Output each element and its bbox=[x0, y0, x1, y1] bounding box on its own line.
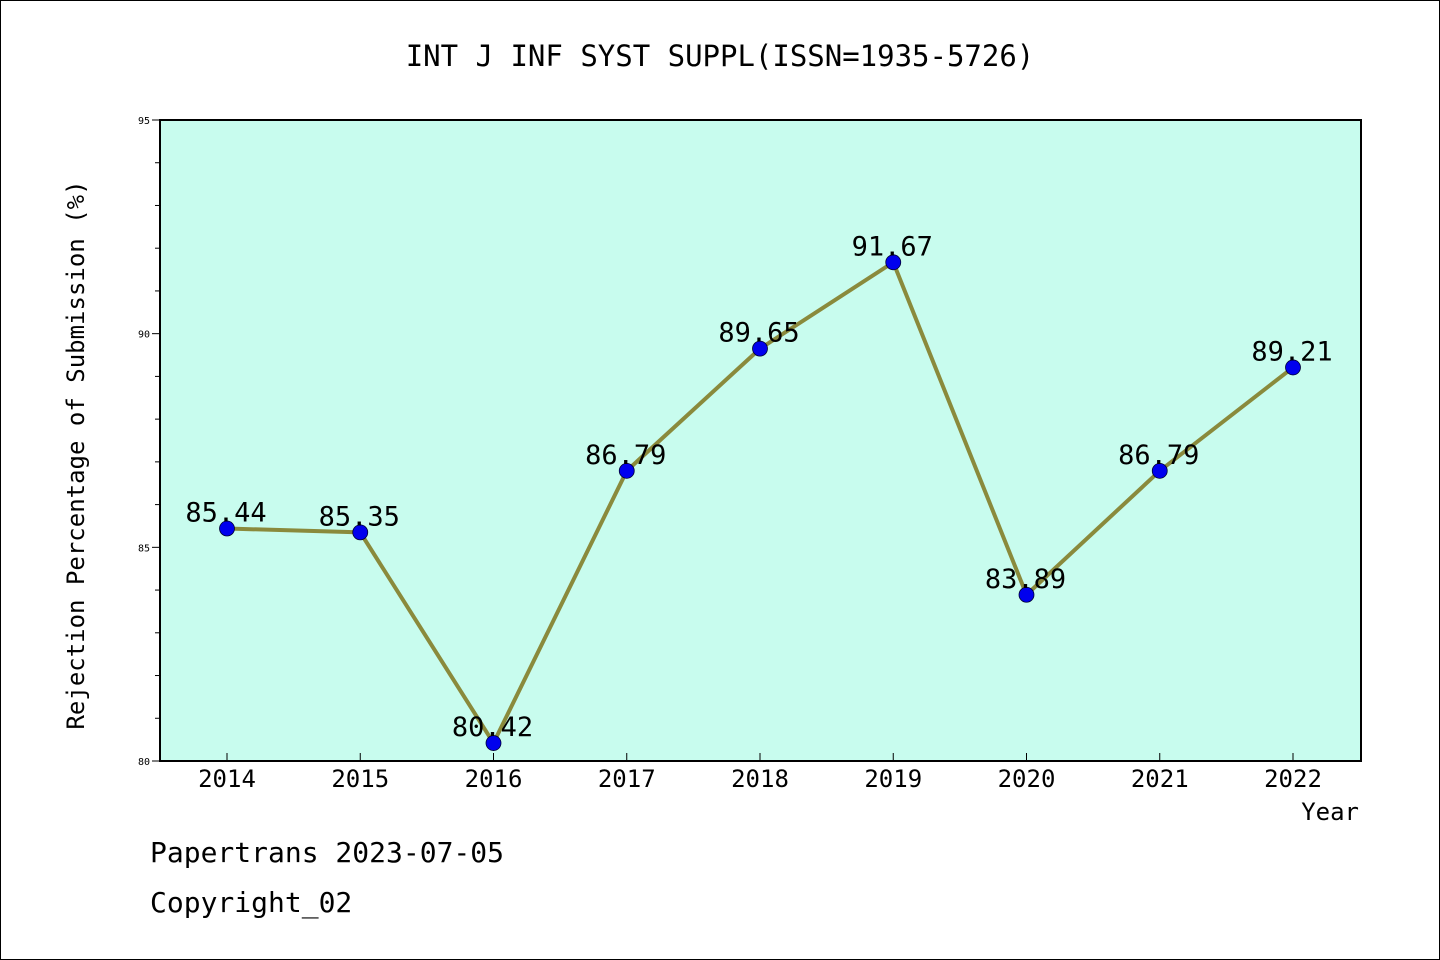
data-label: 86.79 bbox=[1118, 440, 1199, 471]
data-point bbox=[1151, 462, 1168, 479]
x-tick-label: 2019 bbox=[864, 765, 922, 793]
x-tick-label: 2015 bbox=[331, 765, 389, 793]
data-label: 86.79 bbox=[585, 440, 666, 471]
footer-copyright: Copyright_02 bbox=[150, 886, 353, 919]
x-axis-label: Year bbox=[1301, 798, 1359, 826]
data-point bbox=[352, 524, 369, 541]
data-point bbox=[485, 735, 502, 751]
y-axis: 80 85 90 95 bbox=[138, 116, 160, 768]
data-label: 80.42 bbox=[452, 712, 533, 743]
data-label: 89.65 bbox=[718, 318, 799, 349]
y-axis-label: Rejection Percentage of Submission (%) bbox=[62, 180, 90, 729]
x-tick-label: 2018 bbox=[731, 765, 789, 793]
y-tick-label: 90 bbox=[138, 330, 150, 341]
x-tick-label: 2021 bbox=[1131, 765, 1189, 793]
x-axis: 2014 2015 2016 2017 2018 2019 2020 2021 2022 bbox=[198, 753, 1322, 793]
data-label: 89.21 bbox=[1251, 336, 1332, 367]
data-point bbox=[1018, 586, 1035, 603]
data-point bbox=[1285, 359, 1301, 376]
y-tick-label: 85 bbox=[138, 543, 150, 554]
x-tick-label: 2020 bbox=[998, 765, 1056, 793]
data-point bbox=[752, 340, 768, 357]
x-tick-label: 2017 bbox=[598, 765, 656, 793]
x-tick-label: 2022 bbox=[1264, 765, 1322, 793]
chart-title: INT J INF SYST SUPPL(ISSN=1935-5726) bbox=[406, 39, 1035, 73]
data-labels: 85.44 85.35 80.42 86.79 89.65 91.67 83.89 86.79… bbox=[185, 231, 1332, 743]
data-markers bbox=[219, 254, 1301, 751]
data-label: 83.89 bbox=[985, 564, 1066, 595]
x-tick-label: 2014 bbox=[198, 765, 256, 793]
y-tick-label: 95 bbox=[138, 116, 150, 127]
data-label: 91.67 bbox=[852, 231, 933, 262]
data-label: 85.35 bbox=[319, 501, 400, 532]
y-tick-label: 80 bbox=[138, 757, 150, 768]
data-label: 85.44 bbox=[185, 498, 266, 529]
data-point bbox=[219, 520, 235, 537]
footer-date: Papertrans 2023-07-05 bbox=[150, 836, 505, 869]
plot-area bbox=[159, 119, 1362, 762]
x-tick-label: 2016 bbox=[465, 765, 523, 793]
data-point bbox=[885, 254, 902, 271]
data-point bbox=[618, 462, 635, 479]
